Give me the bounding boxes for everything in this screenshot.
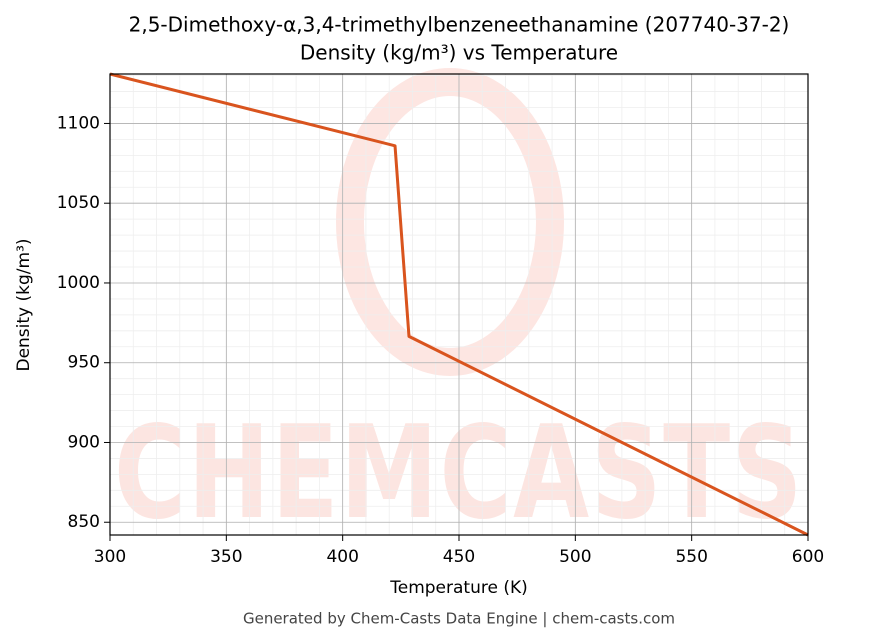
y-tick-label: 900 [68, 432, 100, 452]
x-tick-label: 350 [210, 547, 242, 567]
x-tick-label: 500 [559, 547, 591, 567]
data-line [109, 72, 809, 537]
y-axis-label: Density (kg/m³) [14, 238, 34, 371]
chart-subtitle: Density (kg/m³) vs Temperature [300, 41, 618, 65]
y-tick-label: 1100 [57, 113, 100, 133]
x-tick-label: 300 [94, 547, 126, 567]
footer: Generated by Chem-Casts Data Engine | ch… [243, 610, 675, 628]
chart-title: 2,5-Dimethoxy-α,3,4-trimethylbenzeneetha… [129, 13, 790, 37]
plot-frame [109, 73, 809, 536]
x-tick-label: 600 [792, 547, 824, 567]
watermark-ring [336, 68, 564, 376]
y-tick-label: 950 [68, 353, 100, 373]
x-tick-label: 550 [675, 547, 707, 567]
x-axis-label: Temperature (K) [389, 578, 528, 598]
x-tick-label: 400 [326, 547, 358, 567]
y-tick-label: 1000 [57, 273, 100, 293]
y-tick-label: 1050 [57, 193, 100, 213]
y-tick-label: 850 [68, 512, 100, 532]
x-tick-label: 450 [443, 547, 475, 567]
